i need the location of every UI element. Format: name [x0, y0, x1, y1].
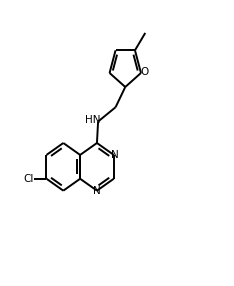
Text: O: O	[141, 67, 149, 77]
Text: N: N	[111, 150, 118, 160]
Text: Cl: Cl	[24, 174, 34, 184]
Text: N: N	[93, 186, 101, 196]
Text: HN: HN	[85, 116, 100, 126]
